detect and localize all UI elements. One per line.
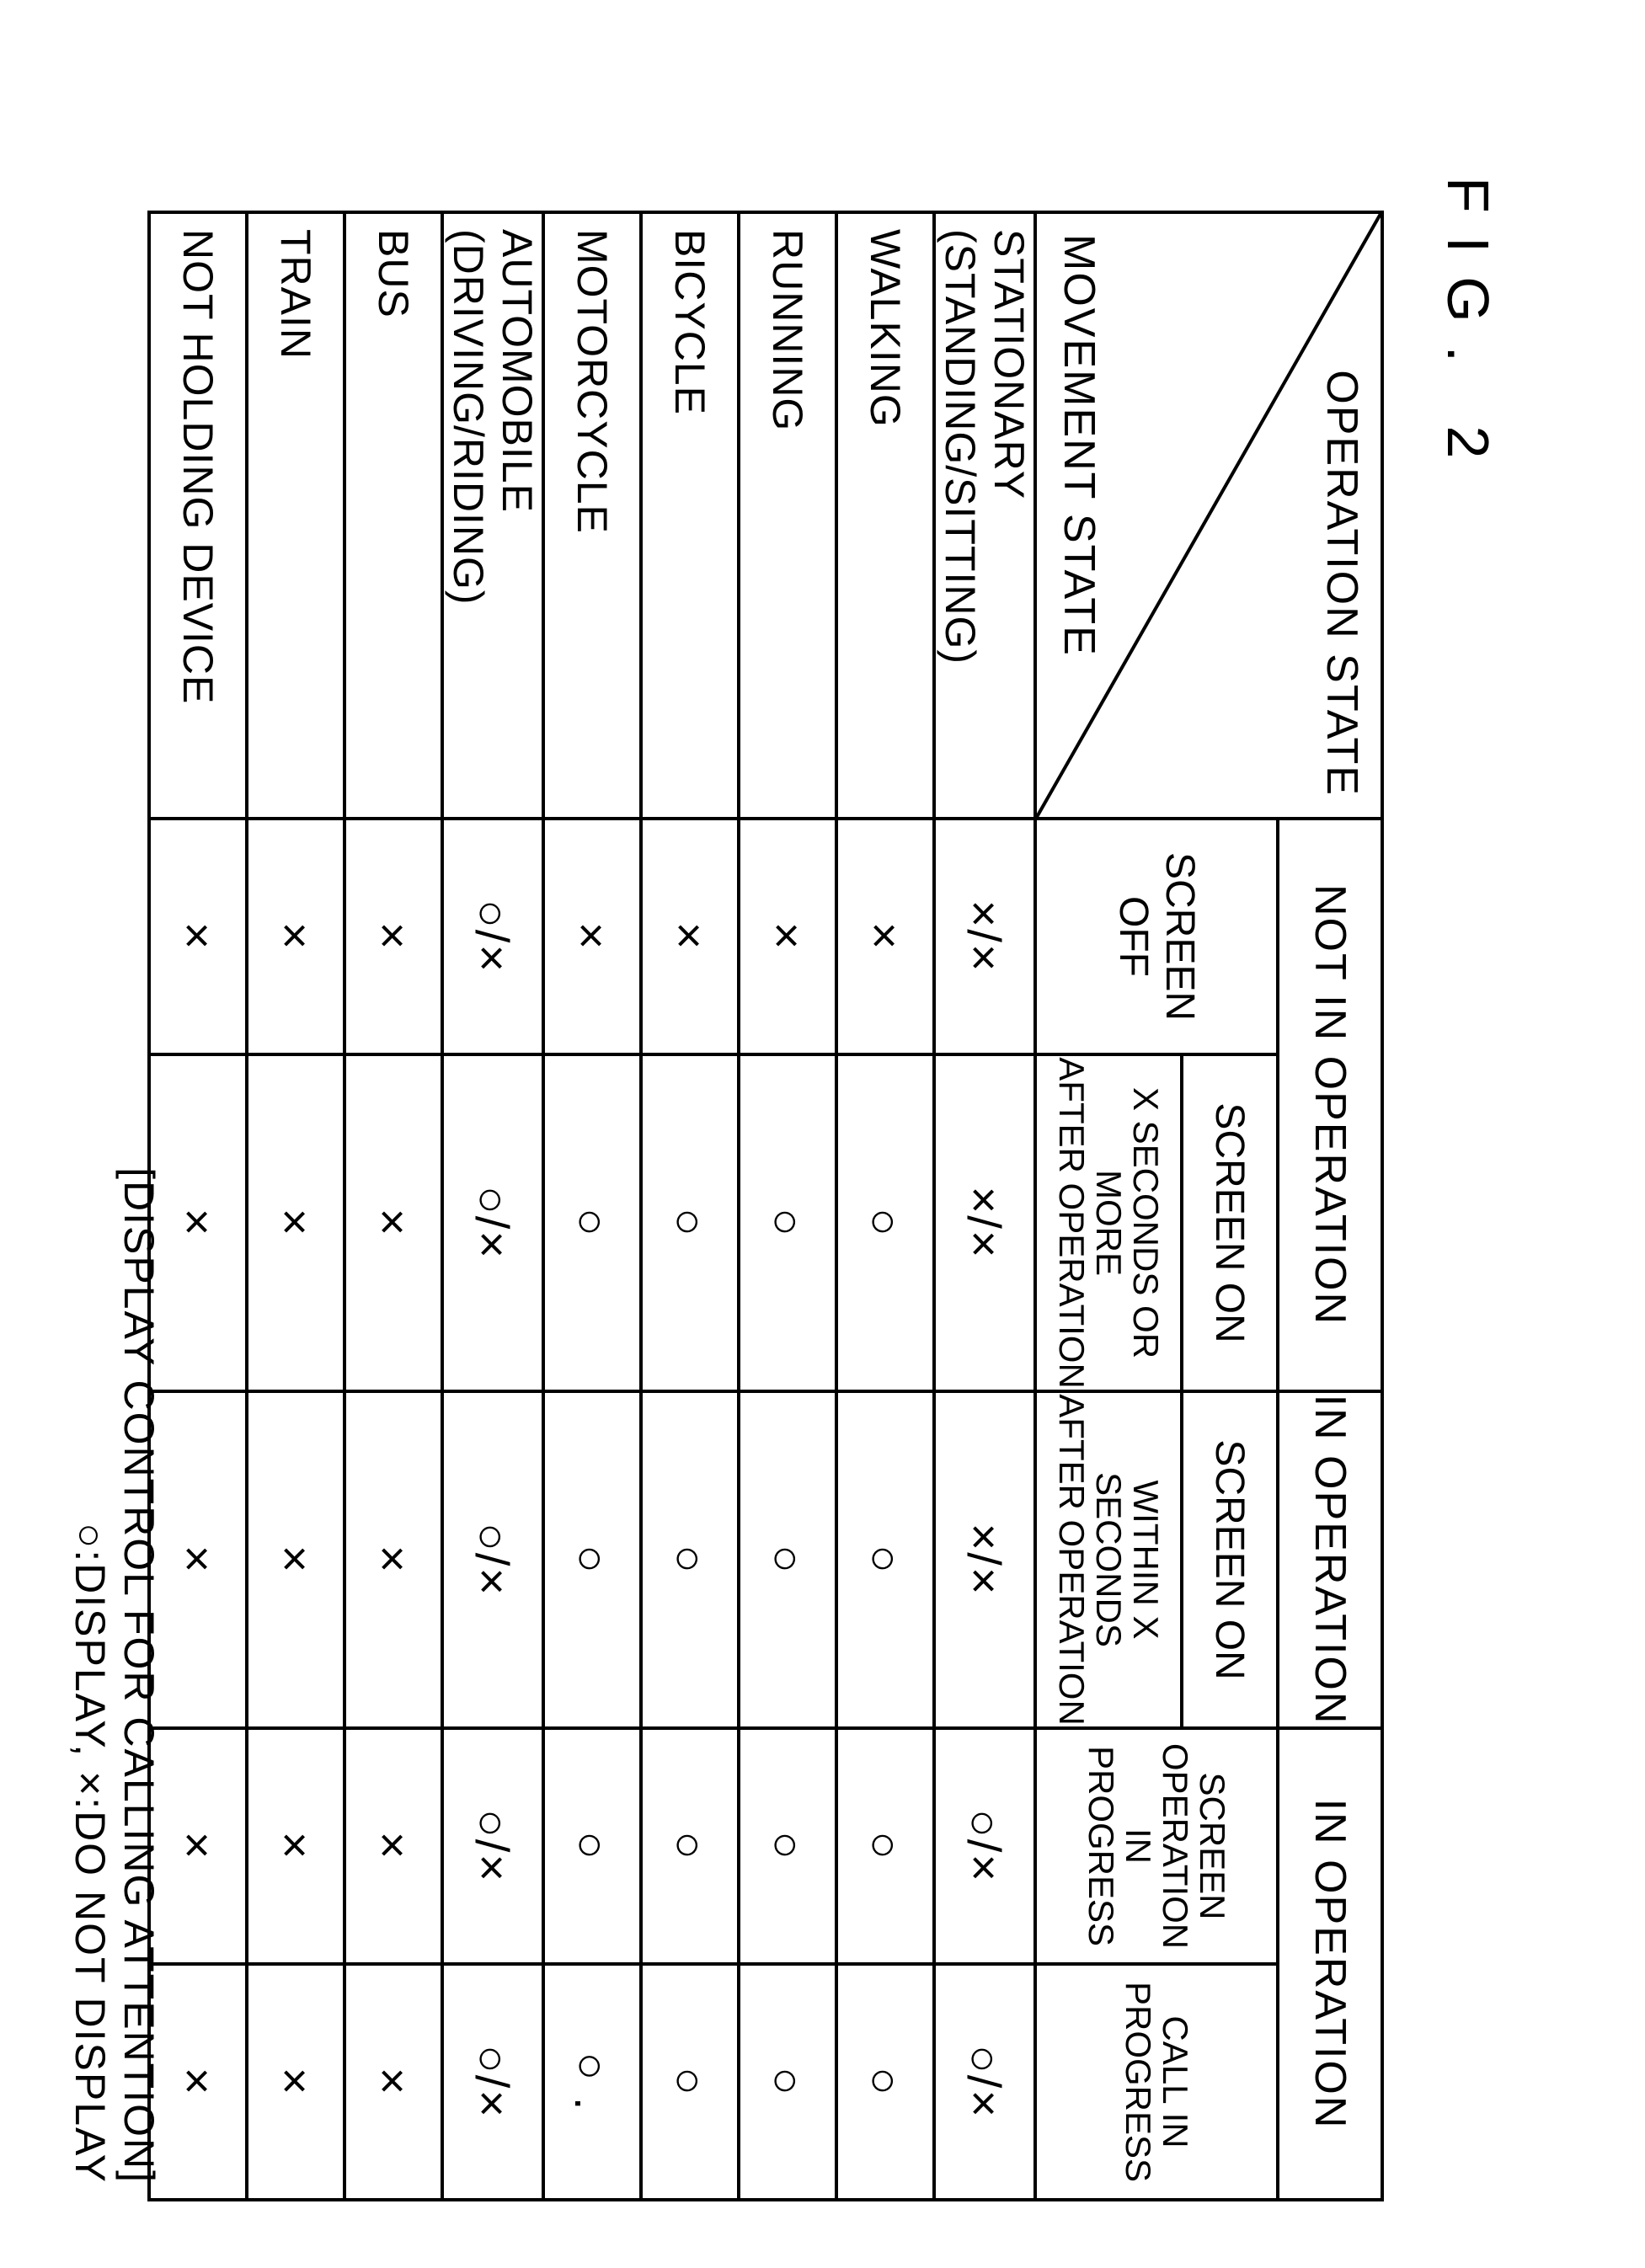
table-row: RUNNING × ○ ○ ○ ○ <box>739 212 836 2200</box>
table-row: WALKING × ○ ○ ○ ○ <box>836 212 934 2200</box>
cell: × <box>344 1964 442 2200</box>
hdr-not-in-operation: NOT IN OPERATION <box>1278 819 1382 1391</box>
state-table: OPERATION STATE MOVEMENT STATE NOT IN OP… <box>147 211 1384 2201</box>
hdr-screen-off: SCREEN OFF <box>1035 819 1278 1054</box>
hdr-in-operation-1: IN OPERATION <box>1278 1391 1382 1728</box>
cell: × <box>149 1391 247 1728</box>
hdr-in-operation-2: IN OPERATION <box>1278 1728 1382 2200</box>
cell: × <box>247 1391 344 1728</box>
cell: ○ <box>641 1054 739 1391</box>
cell: ○ <box>739 1728 836 1964</box>
cell: ○ <box>836 1391 934 1728</box>
cell: × <box>149 1054 247 1391</box>
diagonal-header: OPERATION STATE MOVEMENT STATE <box>1035 212 1382 819</box>
cell: × <box>247 1964 344 2200</box>
cell: ○ <box>836 1054 934 1391</box>
cell: × <box>641 819 739 1054</box>
cell: × <box>247 819 344 1054</box>
table-row: TRAIN × × × × × <box>247 212 344 2200</box>
cell: ○/× <box>442 1054 543 1391</box>
row-label: MOTORCYCLE <box>543 212 641 819</box>
cell: ○/× <box>442 819 543 1054</box>
row-label: BUS <box>344 212 442 819</box>
cell: ○ <box>836 1728 934 1964</box>
cell: × <box>247 1054 344 1391</box>
cell: × <box>344 1054 442 1391</box>
cell: × <box>543 819 641 1054</box>
cell: ○/× <box>934 1728 1035 1964</box>
legend-line-2: ○:DISPLAY, ×:DO NOT DISPLAY <box>66 1167 115 2184</box>
cell: ○ <box>543 1391 641 1728</box>
row-label: WALKING <box>836 212 934 819</box>
cell: ×/× <box>934 1054 1035 1391</box>
cell: ○ <box>739 1054 836 1391</box>
row-label: BICYCLE <box>641 212 739 819</box>
table-row: NOT HOLDING DEVICE × × × × × <box>149 212 247 2200</box>
table-row: AUTOMOBILE (DRIVING/RIDING) ○/× ○/× ○/× … <box>442 212 543 2200</box>
hdr-x-or-more: X SECONDS OR MOREAFTER OPERATION <box>1035 1054 1182 1391</box>
cell: × <box>149 1964 247 2200</box>
hdr-call: CALL INPROGRESS <box>1035 1964 1278 2200</box>
cell: ×/× <box>934 819 1035 1054</box>
cell: ○/× <box>934 1964 1035 2200</box>
hdr-within-x: WITHIN X SECONDSAFTER OPERATION <box>1035 1391 1182 1728</box>
cell: × <box>344 1391 442 1728</box>
hdr-screen-on-a: SCREEN ON <box>1182 1054 1278 1391</box>
cell: ○ <box>739 1391 836 1728</box>
row-label: AUTOMOBILE (DRIVING/RIDING) <box>442 212 543 819</box>
cell: × <box>149 1728 247 1964</box>
cell: ○ . <box>543 1964 641 2200</box>
row-label: NOT HOLDING DEVICE <box>149 212 247 819</box>
cell: ○/× <box>442 1964 543 2200</box>
table-row: STATIONARY (STANDING/SITTING) ×/× ×/× ×/… <box>934 212 1035 2200</box>
table-row: MOTORCYCLE × ○ ○ ○ ○ . <box>543 212 641 2200</box>
table-row: BUS × × × × × <box>344 212 442 2200</box>
cell: × <box>149 819 247 1054</box>
movement-state-label: MOVEMENT STATE <box>1054 234 1104 657</box>
cell: ○ <box>641 1728 739 1964</box>
table-row: BICYCLE × ○ ○ ○ ○ <box>641 212 739 2200</box>
legend: [DISPLAY CONTROL FOR CALLING ATTENTION] … <box>66 1167 163 2184</box>
legend-line-1: [DISPLAY CONTROL FOR CALLING ATTENTION] <box>115 1167 163 2184</box>
figure-label: FIG. 2 <box>1434 177 1502 482</box>
cell: ○ <box>641 1391 739 1728</box>
hdr-screen-op: SCREENOPERATIONINPROGRESS <box>1035 1728 1278 1964</box>
operation-state-label: OPERATION STATE <box>1317 370 1367 797</box>
cell: × <box>739 819 836 1054</box>
row-label: STATIONARY (STANDING/SITTING) <box>934 212 1035 819</box>
cell: ○ <box>543 1054 641 1391</box>
row-label: RUNNING <box>739 212 836 819</box>
cell: ×/× <box>934 1391 1035 1728</box>
hdr-screen-on-b: SCREEN ON <box>1182 1391 1278 1728</box>
cell: ○ <box>836 1964 934 2200</box>
cell: ○ <box>641 1964 739 2200</box>
row-label: TRAIN <box>247 212 344 819</box>
cell: × <box>836 819 934 1054</box>
cell: ○/× <box>442 1391 543 1728</box>
cell: ○ <box>543 1728 641 1964</box>
cell: × <box>344 1728 442 1964</box>
cell: ○/× <box>442 1728 543 1964</box>
cell: × <box>344 819 442 1054</box>
cell: × <box>247 1728 344 1964</box>
cell: ○ <box>739 1964 836 2200</box>
